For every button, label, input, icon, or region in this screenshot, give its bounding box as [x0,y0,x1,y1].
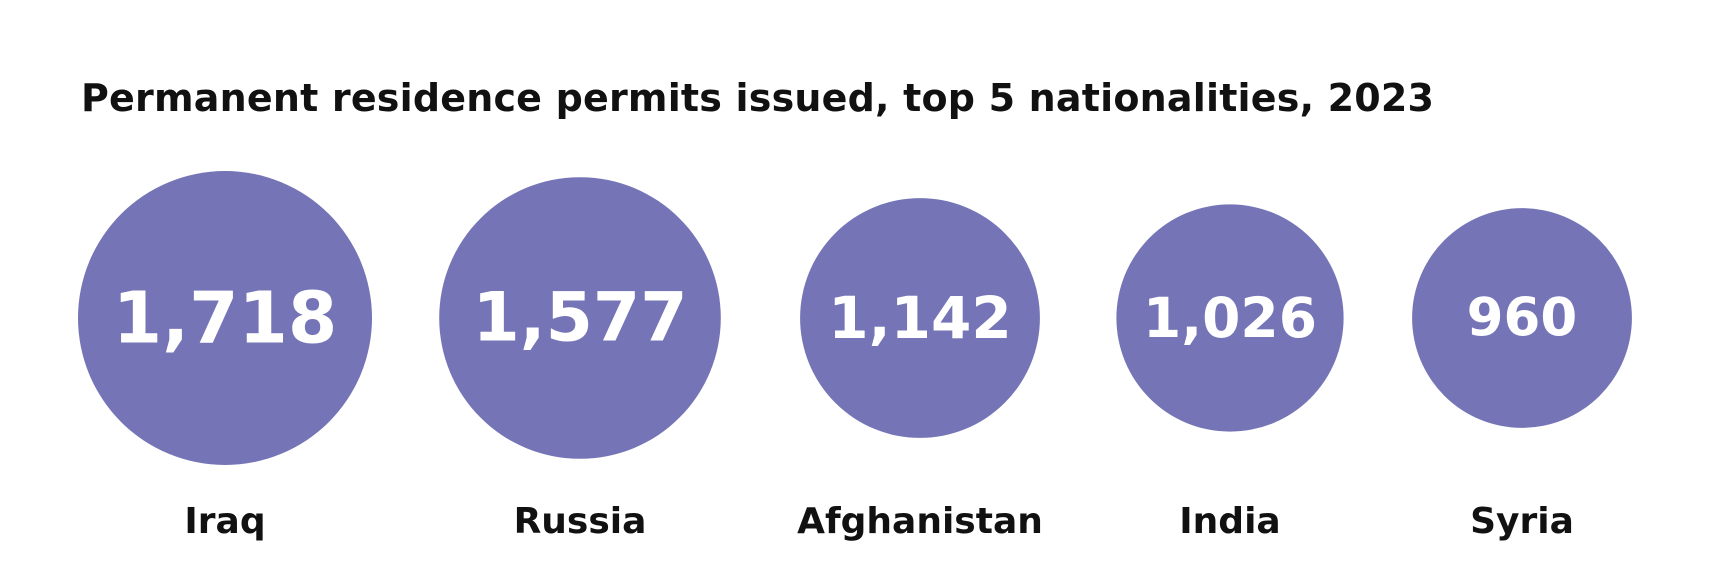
bubble-russia [439,177,721,459]
category-label-iraq: Iraq [184,501,265,542]
chart-title: Permanent residence permits issued, top … [81,76,1435,120]
value-label-russia: 1,577 [472,279,687,358]
value-label-syria: 960 [1467,288,1578,349]
value-label-india: 1,026 [1143,286,1317,350]
bubble-iraq [78,171,372,465]
category-label-russia: Russia [514,501,647,542]
value-label-afghanistan: 1,142 [828,284,1011,352]
bubble-afghanistan [800,198,1040,438]
bubble-syria [1412,208,1632,428]
value-label-iraq: 1,718 [113,277,338,360]
category-label-syria: Syria [1470,501,1574,542]
category-label-india: India [1179,501,1280,542]
category-label-afghanistan: Afghanistan [797,501,1043,542]
bubble-india [1116,204,1344,432]
